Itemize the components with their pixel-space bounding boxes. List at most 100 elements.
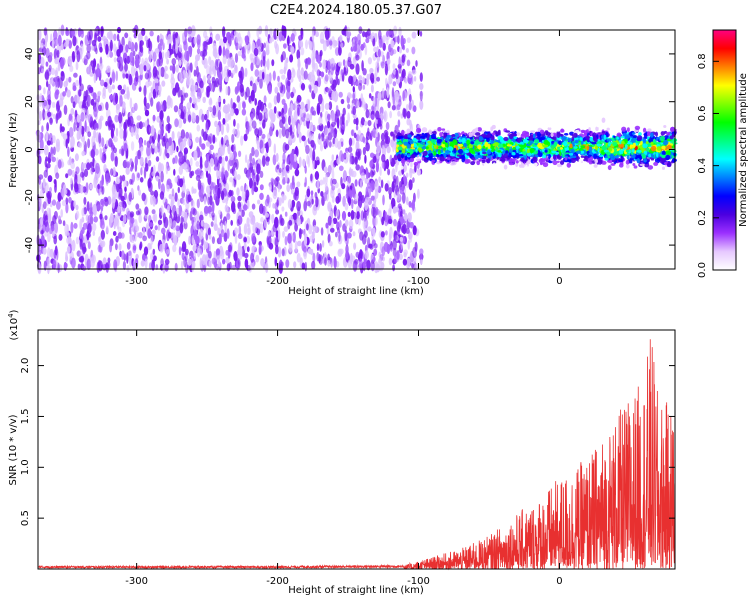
spectrogram-cell <box>275 152 279 162</box>
spectrogram-cell <box>172 231 176 244</box>
spectrogram-cell <box>236 95 241 103</box>
spectrogram-cell <box>52 146 56 156</box>
spectrogram-cell <box>145 162 149 172</box>
spectrogram-cell <box>148 40 153 52</box>
spectrogram-cell <box>71 51 76 63</box>
spectrogram-cell <box>168 137 173 146</box>
spectrogram-cell <box>607 165 612 171</box>
spectrogram-cell <box>141 28 146 36</box>
spectrogram-cell <box>355 124 359 131</box>
spectrogram-cell <box>377 91 382 101</box>
spectrogram-cell <box>290 182 293 190</box>
spectrogram-cell <box>206 141 211 147</box>
spectrogram-cell <box>580 155 585 158</box>
spectrogram-cell <box>71 239 76 252</box>
spectrogram-cell <box>231 133 235 144</box>
spectrogram-cell <box>189 97 192 104</box>
spectrogram-cell <box>354 179 358 187</box>
spectrogram-cell <box>167 122 171 134</box>
spectrogram-cell <box>135 70 139 82</box>
spectrogram-cell <box>196 48 201 55</box>
spectrogram-cell <box>398 253 403 260</box>
spectrogram-cell <box>111 196 116 204</box>
spectrogram-cell <box>61 57 66 66</box>
spectrogram-cell <box>255 254 260 263</box>
spectrogram-cell <box>360 43 365 51</box>
spectrogram-cell <box>250 113 254 121</box>
spectrogram-cell <box>189 36 193 43</box>
spectrogram-cell <box>68 76 72 83</box>
spectrogram-cell <box>43 169 48 178</box>
spectrogram-cell <box>281 153 287 160</box>
spectrogram-cell <box>347 232 352 239</box>
spectrogram-cell <box>338 230 341 242</box>
spectrogram-cell <box>225 139 230 147</box>
spectrogram-cell <box>47 99 52 106</box>
spectrogram-cell <box>342 170 347 183</box>
spectrogram-cell <box>187 139 192 147</box>
spectrogram-cell <box>50 67 56 76</box>
spectrogram-cell <box>220 229 225 238</box>
spectrogram-cell <box>164 65 168 72</box>
spectrogram-cell <box>364 31 368 38</box>
spectrogram-cell <box>403 176 408 187</box>
spectrogram-cell <box>162 239 166 250</box>
spectrogram-cell <box>95 162 100 175</box>
spectrogram-cell <box>268 242 274 250</box>
spectrogram-cell <box>117 60 121 69</box>
spectrogram-cell <box>330 129 335 138</box>
spectrogram-cell <box>181 210 185 217</box>
spectrogram-cell <box>173 168 176 176</box>
spectrogram-cell <box>273 143 276 154</box>
spectrogram-cell <box>243 167 248 175</box>
spectrogram-cell <box>265 73 269 86</box>
spectrogram-cell <box>55 76 58 88</box>
spectrogram-cell <box>83 162 88 169</box>
spectrogram-cell <box>353 74 357 83</box>
spectrogram-cell <box>621 126 627 132</box>
spectrogram-cell <box>233 103 237 109</box>
spectrogram-cell <box>42 235 45 248</box>
spectrogram-cell <box>256 174 259 186</box>
spectrogram-cell <box>389 154 393 163</box>
spectrogram-cell <box>538 158 543 163</box>
spectrogram-cell <box>254 98 257 106</box>
spectrogram-cell <box>327 120 331 129</box>
spectrogram-cell <box>332 178 337 185</box>
spectrogram-cell <box>381 216 385 226</box>
spectrogram-cell <box>261 71 265 80</box>
spectrogram-cell <box>356 100 360 109</box>
spectrogram-cell <box>73 72 78 78</box>
spectrogram-cell <box>297 61 301 68</box>
spectrogram-cell <box>142 122 146 128</box>
spectrogram-cell <box>76 114 81 123</box>
spectrogram-cell <box>351 186 356 195</box>
spectrogram-cell <box>281 161 285 170</box>
spectrogram-cell <box>412 225 417 236</box>
spectrogram-cell <box>179 178 184 188</box>
spectrogram-cell <box>246 217 250 228</box>
spectrogram-cell <box>104 215 108 221</box>
spectrogram-cell <box>39 229 45 235</box>
spectrogram-cell <box>293 101 298 112</box>
spectrogram-cell <box>269 184 272 191</box>
spectrogram-cell <box>118 186 123 198</box>
spectrogram-cell <box>331 154 335 161</box>
spectrogram-cell <box>132 245 137 251</box>
spectrogram-cell <box>124 32 129 39</box>
spectrogram-cell <box>164 73 169 80</box>
spectrogram-cell <box>282 177 286 185</box>
spectrogram-cell <box>366 259 371 271</box>
spectrogram-cell <box>402 90 405 102</box>
spectrogram-cell <box>161 51 165 59</box>
spectrogram-cell <box>43 87 46 95</box>
spectrogram-cell <box>378 176 381 183</box>
spectrogram-cell <box>202 49 208 57</box>
spectrogram-cell <box>218 45 222 56</box>
spectrogram-cell <box>99 180 103 188</box>
spectrogram-cell <box>54 182 57 193</box>
spectrogram-cell <box>190 170 195 176</box>
spectrogram-cell <box>75 79 80 87</box>
spectrogram-cell <box>208 260 212 268</box>
spectrogram-cell <box>217 110 222 121</box>
